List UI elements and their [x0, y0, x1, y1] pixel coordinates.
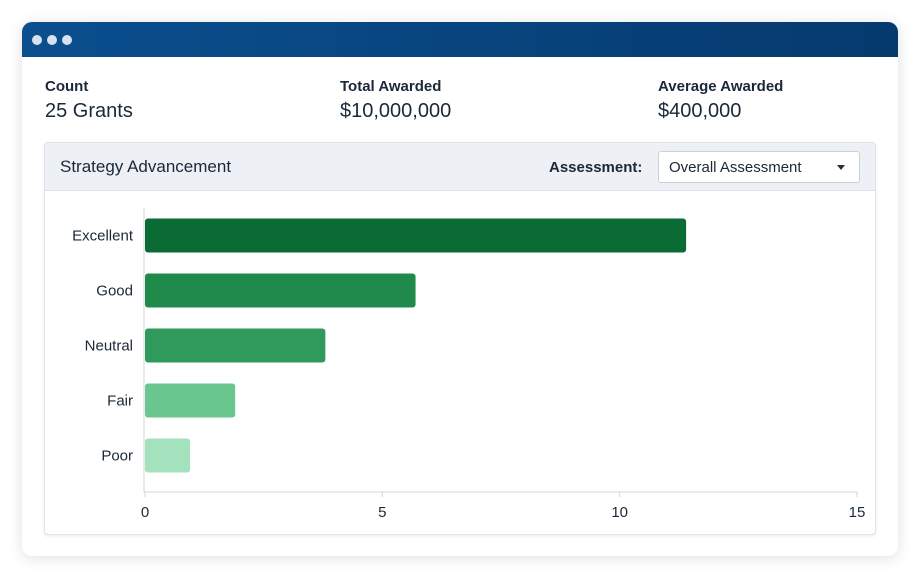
category-label: Good [96, 283, 133, 300]
chevron-down-icon [837, 165, 845, 170]
stat-value: 25 Grants [45, 100, 133, 122]
panel-title: Strategy Advancement [60, 157, 232, 176]
stat-value: $400,000 [658, 100, 742, 122]
window-dot-icon[interactable] [62, 35, 72, 45]
stat-average-awarded: Average Awarded $400,000 [658, 78, 783, 123]
window-dot-icon[interactable] [32, 35, 42, 45]
strategy-advancement-panel: Strategy Advancement Assessment: Overall… [44, 142, 876, 535]
assessment-label: Assessment: [549, 159, 643, 176]
bar-chart: Excellent Good Neutral Fair Poor 0 5 10 15 [45, 192, 875, 534]
x-tick-label: 0 [141, 504, 149, 521]
x-tick-label: 5 [378, 504, 386, 521]
category-label: Poor [101, 448, 133, 465]
stat-label: Total Awarded [340, 78, 442, 95]
stat-count: Count 25 Grants [45, 78, 133, 123]
stat-total-awarded: Total Awarded $10,000,000 [340, 78, 451, 123]
bar-fair [145, 383, 236, 418]
assessment-select-value: Overall Assessment [669, 159, 802, 176]
x-tick-label: 15 [849, 504, 866, 521]
category-label: Neutral [85, 338, 133, 355]
category-label: Excellent [72, 228, 134, 245]
bar-good [145, 273, 416, 308]
stat-value: $10,000,000 [340, 100, 452, 122]
window-dot-icon[interactable] [47, 35, 57, 45]
panel-header: Strategy Advancement Assessment: Overall… [45, 143, 875, 191]
stat-label: Count [45, 78, 89, 95]
title-bar [22, 22, 898, 57]
stat-label: Average Awarded [658, 78, 784, 95]
bar-neutral [145, 328, 326, 363]
assessment-select[interactable]: Overall Assessment [658, 151, 860, 183]
bar-excellent [145, 218, 687, 253]
category-label: Fair [107, 393, 133, 410]
app-window: Count 25 Grants Total Awarded $10,000,00… [22, 22, 898, 556]
bar-chart-svg: Excellent Good Neutral Fair Poor 0 5 10 15 [72, 208, 866, 521]
x-tick-label: 10 [611, 504, 628, 521]
bar-poor [145, 438, 191, 473]
